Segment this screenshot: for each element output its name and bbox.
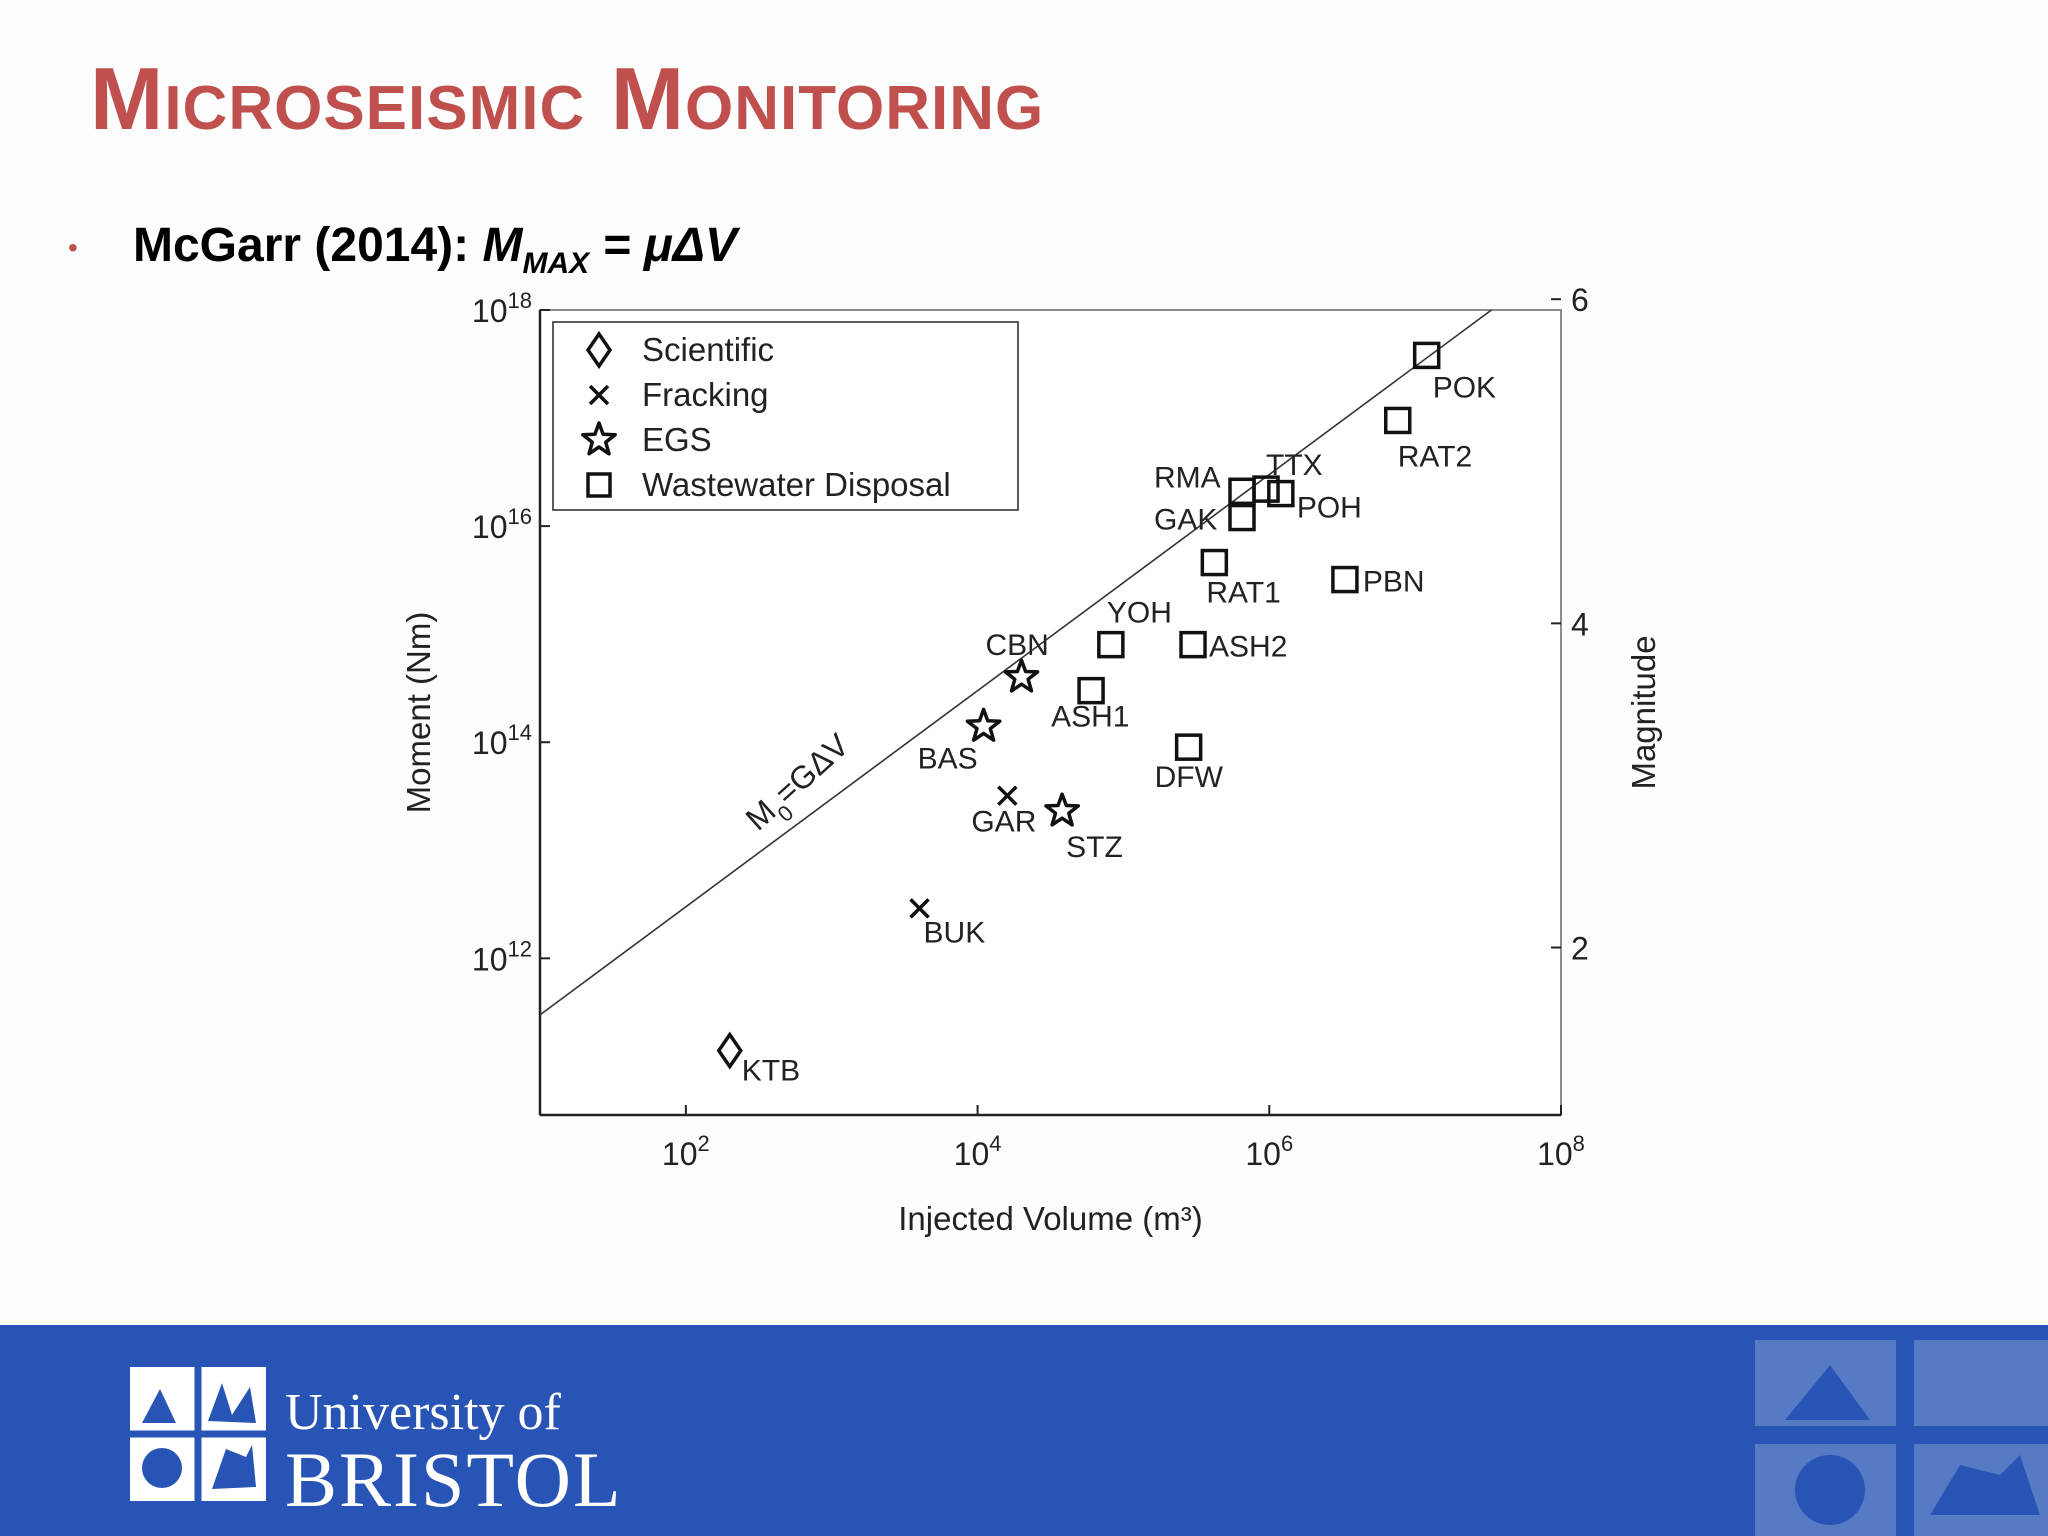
bullet-prefix: McGarr (2014): <box>133 219 483 272</box>
y-tick-label: 1018 <box>472 288 532 329</box>
data-label-stz: STZ <box>1066 831 1123 864</box>
data-label-gak: GAK <box>1154 504 1217 537</box>
data-label-rat2: RAT2 <box>1398 440 1472 473</box>
university-name-line1: University of <box>285 1384 561 1441</box>
data-point-pok <box>1412 341 1441 370</box>
data-point-rat1 <box>1200 548 1229 577</box>
data-label-rat1: RAT1 <box>1206 577 1280 610</box>
legend-label: Fracking <box>642 376 769 413</box>
data-point-cbn <box>1003 658 1040 693</box>
x-axis-label: Injected Volume (m³) <box>898 1200 1202 1237</box>
x-tick-label: 108 <box>1537 1131 1585 1172</box>
y2-tick-label: 4 <box>1571 606 1589 642</box>
data-point-rat2 <box>1384 406 1412 435</box>
data-label-buk: BUK <box>924 916 986 949</box>
data-label-rma: RMA <box>1154 461 1221 494</box>
data-label-ttx: TTX <box>1266 449 1323 482</box>
data-point-gar <box>997 785 1018 806</box>
legend-marker-diamond <box>585 330 613 370</box>
data-point-ttx <box>1252 475 1280 503</box>
footer-graphics <box>130 1340 2048 1536</box>
data-point-ash1 <box>1077 676 1105 705</box>
x-tick-label: 106 <box>1245 1131 1293 1172</box>
data-label-gar: GAR <box>971 806 1036 839</box>
crest-watermark-icon <box>1755 1340 2048 1536</box>
data-point-buk <box>909 898 930 919</box>
data-point-pbn <box>1331 565 1359 594</box>
legend-box <box>552 321 1019 511</box>
footer-bar: University of BRISTOL <box>0 1325 2048 1536</box>
data-label-cbn: CBN <box>985 629 1048 662</box>
legend-label: Scientific <box>642 331 774 368</box>
legend-marker-x <box>588 384 610 406</box>
data-label-pok: POK <box>1433 371 1496 404</box>
scatter-chart: 102 104 106 108 1012 1014 1016 1018 2 4 6 Injected … <box>400 282 1662 1237</box>
bullet-rest: = μΔV <box>589 219 738 272</box>
y-tick-label: 1014 <box>472 720 532 761</box>
y-tick-label: 1012 <box>472 936 532 977</box>
data-point-ash2 <box>1179 630 1207 659</box>
data-point-ktb <box>716 1031 743 1070</box>
bullet-text: McGarr (2014): MMAX = μΔV <box>133 218 737 281</box>
legend-label: EGS <box>642 421 712 458</box>
data-point-poh <box>1267 479 1295 508</box>
slide-title-text: MICROSEISMIC MONITORING <box>90 49 1045 148</box>
university-crest-icon <box>130 1367 266 1501</box>
legend-marker-square <box>586 472 612 498</box>
y2-axis-label: Magnitude <box>1625 635 1662 789</box>
data-point-gar-stroke <box>997 785 1018 806</box>
data-label-pbn: PBN <box>1363 566 1425 599</box>
data-point-buk-stroke <box>909 898 930 919</box>
reference-line <box>540 310 1493 1016</box>
y-axis-label: Moment (Nm) <box>400 612 437 814</box>
data-point-bas <box>965 707 1002 742</box>
data-label-ash2: ASH2 <box>1209 631 1287 664</box>
x-tick-label: 102 <box>662 1131 710 1172</box>
data-point-stz <box>1044 792 1081 827</box>
legend-label: Wastewater Disposal <box>642 466 951 503</box>
bullet-icon: • <box>68 232 78 263</box>
data-point-yoh <box>1097 630 1125 659</box>
data-label-poh: POH <box>1297 492 1362 525</box>
x-tick-label: 104 <box>954 1131 1002 1172</box>
data-point-gak <box>1228 503 1256 532</box>
legend-marker-star <box>581 421 617 456</box>
legend-marker-x-stroke <box>588 384 610 406</box>
university-name-line2: BRISTOL <box>285 1436 623 1523</box>
y2-tick-label: 6 <box>1571 282 1589 318</box>
y2-tick-label: 2 <box>1571 931 1589 967</box>
data-label-yoh: YOH <box>1107 597 1172 630</box>
data-label-ktb: KTB <box>742 1055 800 1088</box>
slide-title: MICROSEISMIC MONITORING <box>90 48 1044 150</box>
data-label-dfw: DFW <box>1155 761 1224 794</box>
bullet-m: M <box>482 219 523 272</box>
data-point-dfw <box>1174 733 1203 761</box>
data-label-bas: BAS <box>918 742 978 775</box>
data-label-ash1: ASH1 <box>1051 701 1129 734</box>
bullet-sub: MAX <box>522 247 590 280</box>
y-tick-label: 1016 <box>472 504 532 545</box>
